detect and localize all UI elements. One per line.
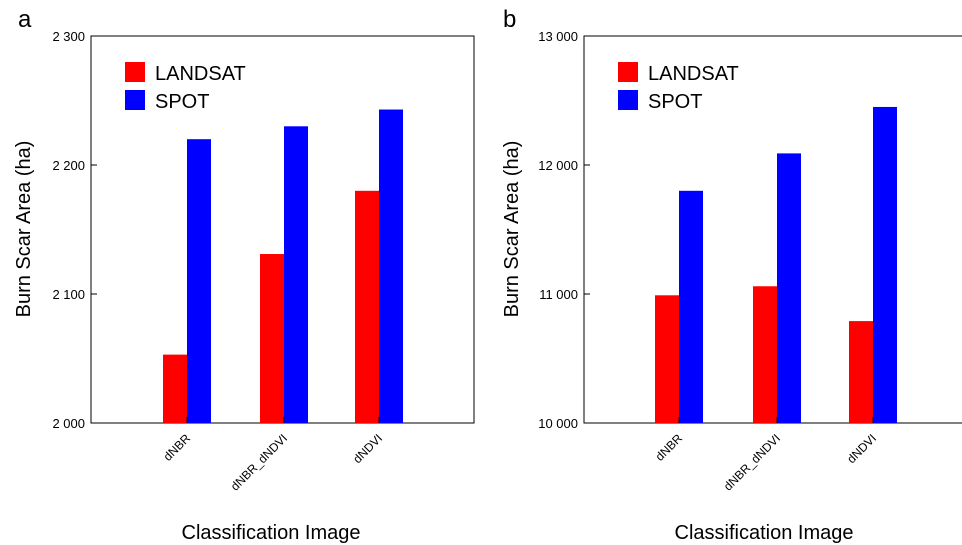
panel-b-legend-label-landsat: LANDSAT <box>648 63 739 85</box>
panel-a-bar-spot-dnbr-dndvi <box>284 126 308 424</box>
panel-a-bar-landsat-dndvi <box>355 190 379 423</box>
panel-a-legend-label-landsat: LANDSAT <box>155 63 246 85</box>
panel-b-legend: LANDSAT SPOT <box>618 62 739 113</box>
panel-b-x-tick-label: dNDVI <box>844 431 879 466</box>
panel-b-x-tick-label: dNBR_dNDVI <box>721 431 783 493</box>
panel-b-y-ticks: 10 000 11 000 12 000 13 000 <box>538 29 590 431</box>
panel-a-bar-spot-dnbr <box>187 139 211 423</box>
panel-b-legend-label-spot: SPOT <box>648 91 702 113</box>
panel-b-bar-landsat-dnbr <box>655 295 679 423</box>
panel-a-x-axis-title: Classification Image <box>182 522 361 544</box>
panel-b-y-tick-label: 13 000 <box>538 29 578 44</box>
panel-b-bar-spot-dnbr <box>679 190 703 423</box>
panel-a-bar-spot-dndvi <box>379 109 403 423</box>
panel-a-bars <box>163 109 403 424</box>
panel-a-y-tick-label: 2 300 <box>52 29 85 44</box>
panel-a-category-labels: dNBR dNBR_dNDVI dNDVI <box>161 417 385 493</box>
panel-a-y-tick-label: 2 100 <box>52 287 85 302</box>
panel-b-x-tick-label: dNBR <box>653 431 686 464</box>
panel-a-legend: LANDSAT SPOT <box>125 62 246 113</box>
panel-a-y-tick-label: 2 000 <box>52 416 85 431</box>
panel-a-legend-swatch-landsat <box>125 62 145 82</box>
panel-b: b Burn Scar Area (ha) Classification Ima… <box>501 6 962 544</box>
panel-a-y-ticks: 2 000 2 100 2 200 2 300 <box>52 29 97 431</box>
panel-a-y-axis-title: Burn Scar Area (ha) <box>13 141 35 318</box>
panel-a-legend-label-spot: SPOT <box>155 91 209 113</box>
panel-a-letter: a <box>18 6 32 33</box>
panel-b-y-tick-label: 12 000 <box>538 158 578 173</box>
panel-b-y-tick-label: 11 000 <box>539 287 578 302</box>
panel-a-x-tick-label: dNBR_dNDVI <box>228 431 290 493</box>
panel-a-y-tick-label: 2 200 <box>52 158 85 173</box>
panel-b-bar-spot-dndvi <box>873 106 897 423</box>
panel-a-x-tick-label: dNDVI <box>350 431 385 466</box>
panel-a-legend-swatch-spot <box>125 90 145 110</box>
panel-b-bar-landsat-dndvi <box>849 321 873 423</box>
panel-a-bar-landsat-dnbr <box>163 354 187 423</box>
panel-b-bar-landsat-dnbr-dndvi <box>753 286 777 423</box>
panel-b-x-axis-title: Classification Image <box>675 522 854 544</box>
panel-a: a Burn Scar Area (ha) Classification Ima… <box>13 6 475 544</box>
panel-a-bar-landsat-dnbr-dndvi <box>260 254 284 423</box>
panel-b-letter: b <box>503 6 516 33</box>
panel-a-x-tick-label: dNBR <box>161 431 194 464</box>
panel-b-legend-swatch-spot <box>618 90 638 110</box>
panel-b-category-labels: dNBR dNBR_dNDVI dNDVI <box>653 417 879 493</box>
panel-b-y-tick-label: 10 000 <box>538 416 578 431</box>
panel-b-bars <box>655 106 897 423</box>
panel-b-bar-spot-dnbr-dndvi <box>777 153 801 423</box>
panel-b-legend-swatch-landsat <box>618 62 638 82</box>
panel-b-y-axis-title: Burn Scar Area (ha) <box>501 141 523 318</box>
